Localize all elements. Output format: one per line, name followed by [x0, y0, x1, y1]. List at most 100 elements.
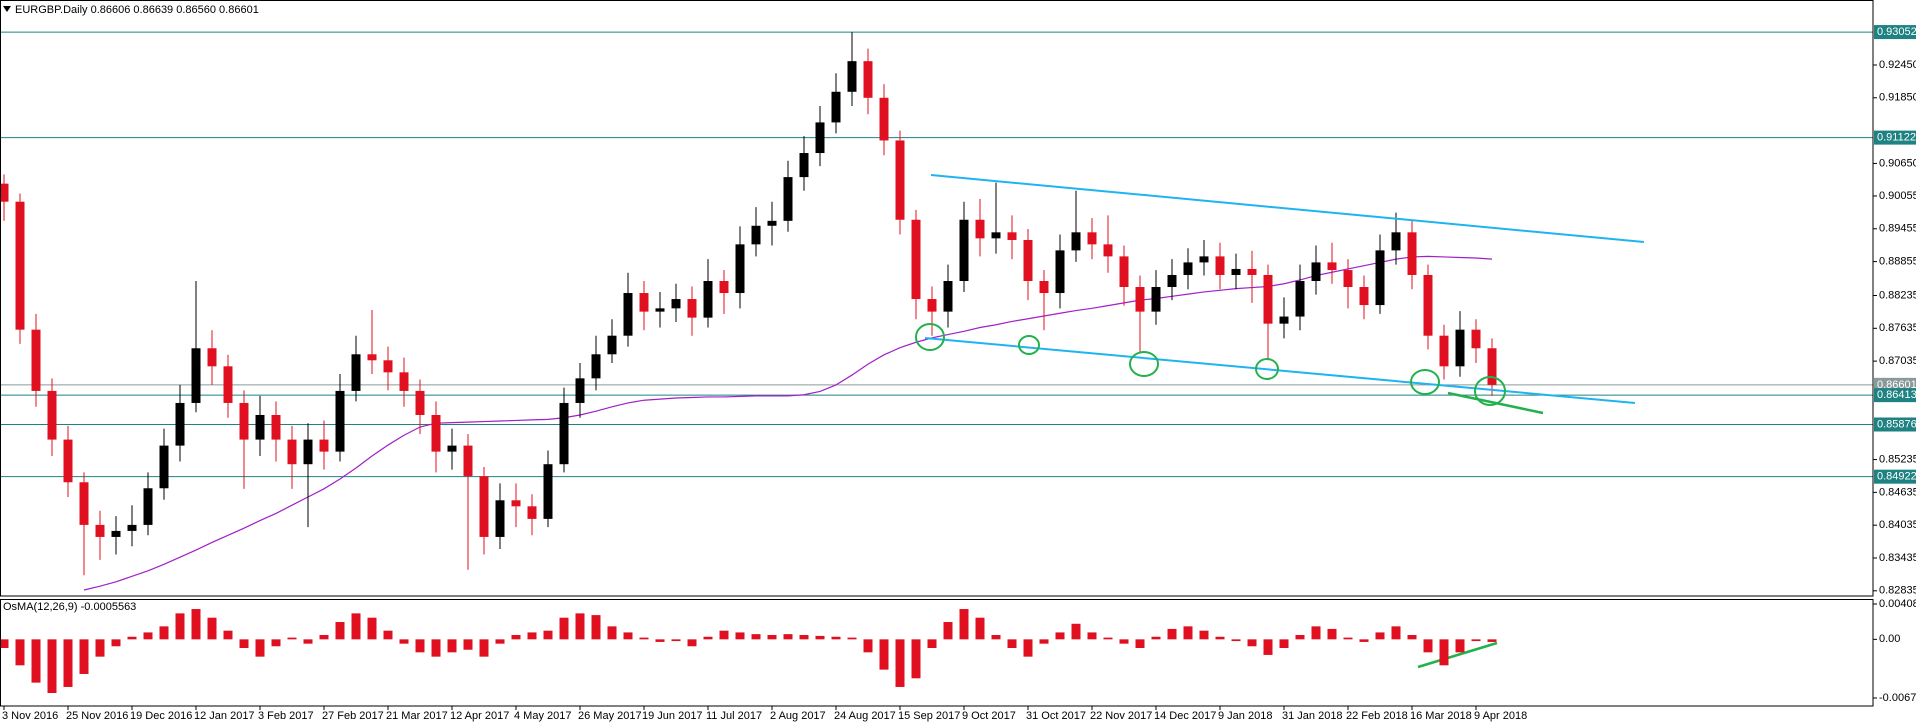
osma-bar — [1279, 639, 1289, 648]
osma-bar — [687, 639, 697, 647]
y-tick-label: 0.83435 — [1879, 552, 1916, 564]
osma-bar — [479, 639, 489, 657]
osma-bar — [911, 639, 921, 679]
candle-body — [1295, 281, 1305, 317]
x-tick-label: 15 Sep 2017 — [898, 710, 960, 722]
candle-body — [1231, 268, 1241, 275]
osma-bar — [863, 639, 873, 653]
osma-bar — [15, 639, 25, 666]
x-tick-label: 12 Apr 2017 — [450, 710, 509, 722]
candle-body — [431, 414, 441, 452]
price-level-box — [1874, 25, 1916, 40]
x-tick-label: 4 May 2017 — [514, 710, 571, 722]
osma-bar — [1103, 637, 1113, 640]
osma-bar — [943, 622, 953, 640]
osma-bar — [623, 632, 633, 640]
candle-body — [303, 439, 313, 465]
candle-body — [799, 153, 809, 178]
candle-body — [607, 335, 617, 355]
osma-bar — [207, 617, 217, 640]
divergence-line — [1417, 641, 1498, 669]
candle-body — [239, 402, 249, 440]
x-tick-label: 31 Oct 2017 — [1026, 710, 1086, 722]
osma-bar — [415, 639, 425, 653]
candle-body — [815, 122, 825, 154]
osma-bar — [1391, 626, 1401, 640]
osma-plot — [0, 609, 1497, 694]
candle-body — [1487, 348, 1497, 385]
x-tick-label: 26 May 2017 — [578, 710, 642, 722]
osma-bar — [1183, 626, 1193, 640]
osma-bar — [751, 634, 761, 640]
y-tick-label: 0.004081 — [1879, 598, 1916, 610]
x-tick-label: 19 Jun 2017 — [642, 710, 703, 722]
candle-body — [1439, 335, 1449, 367]
candle-body — [79, 482, 89, 525]
osma-bar — [495, 639, 505, 644]
candle-body — [1151, 287, 1161, 312]
osma-bar — [575, 613, 585, 640]
sub-frame — [0, 599, 1874, 707]
candle-body — [351, 354, 361, 391]
candle-body — [543, 464, 553, 519]
osma-bar — [431, 639, 441, 657]
support-circle — [1129, 351, 1159, 377]
candle-body — [143, 488, 153, 525]
x-tick-label: 3 Feb 2017 — [258, 710, 314, 722]
candle-body — [655, 308, 665, 312]
price-level-box — [1874, 469, 1916, 484]
candle-body — [207, 348, 217, 367]
main-plot — [0, 32, 1497, 591]
osma-bar — [1007, 639, 1017, 648]
x-tick-label: 9 Apr 2018 — [1474, 710, 1527, 722]
candle-body — [767, 220, 777, 226]
levels — [0, 31, 1873, 478]
osma-bar — [1295, 635, 1305, 640]
x-tick-label: 22 Nov 2017 — [1090, 710, 1152, 722]
candle-body — [415, 390, 425, 415]
y-tick-label: 0.89455 — [1879, 223, 1916, 235]
candle-body — [975, 219, 985, 239]
candle-body — [527, 506, 537, 519]
osma-bar — [767, 635, 777, 640]
y-tick-label: 0.84635 — [1879, 486, 1916, 498]
candle-body — [287, 439, 297, 465]
candle-body — [223, 366, 233, 403]
candle-body — [511, 500, 521, 507]
osma-bar — [511, 635, 521, 640]
candle-body — [751, 225, 761, 245]
price-level-label: 0.85876 — [1877, 418, 1916, 430]
price-level-box — [1874, 388, 1916, 403]
candle-body — [47, 390, 57, 440]
candle-body — [127, 524, 137, 531]
osma-bar — [1199, 630, 1209, 640]
candle-body — [991, 232, 1001, 239]
osma-bar — [287, 637, 297, 640]
candle-body — [1039, 281, 1049, 294]
candle-body — [831, 91, 841, 123]
candle-body — [1183, 262, 1193, 275]
osma-bar — [1455, 639, 1465, 653]
candle-body — [863, 61, 873, 98]
y-tick-label: 0.00 — [1879, 633, 1900, 645]
osma-bar — [607, 626, 617, 640]
x-tick-label: 21 Mar 2017 — [386, 710, 448, 722]
annotations — [915, 174, 1645, 669]
upper-channel-line — [930, 174, 1645, 243]
osma-bar — [351, 613, 361, 640]
osma-bar — [367, 617, 377, 640]
candle-body — [671, 299, 681, 309]
candle-body — [479, 476, 489, 537]
collapse-icon — [3, 6, 11, 12]
candle-body — [1455, 329, 1465, 367]
candle-body — [783, 177, 793, 221]
osma-bar — [1023, 639, 1033, 657]
osma-bar — [191, 609, 201, 640]
x-tick-label: 25 Nov 2016 — [66, 710, 128, 722]
osma-bar — [1263, 639, 1273, 655]
osma-bar — [271, 639, 281, 647]
candle-body — [271, 414, 281, 440]
osma-bar — [95, 639, 105, 657]
candle-body — [943, 281, 953, 312]
